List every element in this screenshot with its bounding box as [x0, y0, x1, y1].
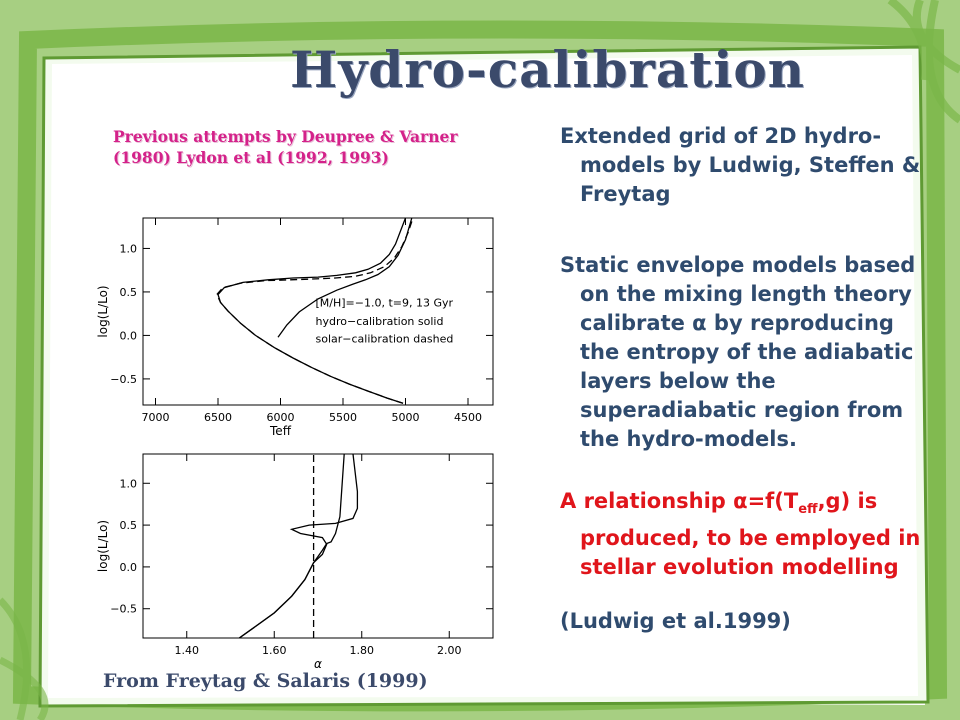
chart1-y-tick-label: 0.0	[120, 329, 138, 342]
chart1-x-tick-label: 5000	[392, 411, 420, 424]
chart1-y-tick-label: 1.0	[120, 242, 138, 255]
chart1-annotation: hydro−calibration solid	[316, 315, 444, 328]
relationship-text-end: ,g) is produced, to be employed in stell…	[580, 489, 921, 580]
chart2-series-1-line	[238, 453, 345, 639]
chart1-annotation: solar−calibration dashed	[316, 332, 454, 345]
hr-diagram-figure: 7000 6500 6000 5500 5000 4500 −0.5 0.0 0.5 1.0 Tef…	[96, 217, 494, 671]
previous-attempts-note: Previous attempts by Deupree & Varner (1…	[113, 127, 458, 167]
chart2-x-tick-label: 1.60	[262, 644, 287, 657]
chart1-plot-frame	[142, 217, 494, 406]
paragraph-hydro-grid: Extended grid of 2D hydro-models by Ludw…	[560, 124, 921, 206]
chart2-y-axis-label: log(L/Lo)	[96, 520, 110, 572]
chart1-x-tick-label: 5500	[329, 411, 357, 424]
chart2-series-2-line	[238, 453, 359, 639]
chart1-y-tick-label: −0.5	[110, 373, 137, 386]
chart1-annotation: [M/H]=−1.0, t=9, 13 Gyr	[316, 297, 454, 310]
relationship-text-start: A relationship α=f(T	[560, 489, 799, 513]
figure-panel: 7000 6500 6000 5500 5000 4500 −0.5 0.0 0.5 1.0 Tef…	[93, 208, 500, 671]
chart2-plot-frame	[142, 453, 494, 639]
figure-caption: From Freytag & Salaris (1999)	[103, 670, 428, 692]
chart2-y-tick-label: 1.0	[120, 477, 138, 490]
chart1-x-tick-label: 7000	[142, 411, 170, 424]
chart2-y-tick-label: 0.5	[120, 519, 138, 532]
slide-title: Hydro-calibration	[290, 40, 806, 99]
relationship-subscript: eff	[798, 502, 818, 518]
chart2-y-tick-label: −0.5	[110, 603, 137, 616]
chart1-series-3-line	[216, 217, 414, 404]
chart2-x-tick-label: 1.40	[175, 644, 200, 657]
chart1-x-axis-label: Teff	[269, 424, 292, 438]
chart1-x-tick-label: 4500	[454, 411, 482, 424]
chart1-series-1-line	[217, 217, 407, 404]
chart1-x-tick-label: 6000	[267, 411, 295, 424]
paragraph-relationship: A relationship α=f(Teff,g) is produced, …	[560, 487, 930, 582]
chart2-x-axis-label: α	[314, 657, 322, 670]
chart2-x-tick-label: 1.80	[350, 644, 375, 657]
paragraph-reference: (Ludwig et al.1999)	[560, 609, 791, 633]
paragraph-static-envelope: Static envelope models based on the mixi…	[560, 253, 916, 451]
chart1-x-tick-label: 6500	[204, 411, 232, 424]
chart2-y-tick-label: 0.0	[120, 561, 138, 574]
chart1-y-tick-label: 0.5	[120, 286, 138, 299]
chart2-x-tick-label: 2.00	[437, 644, 462, 657]
chart1-y-axis-label: log(L/Lo)	[96, 285, 110, 337]
chart1-series-2-line	[277, 217, 413, 338]
